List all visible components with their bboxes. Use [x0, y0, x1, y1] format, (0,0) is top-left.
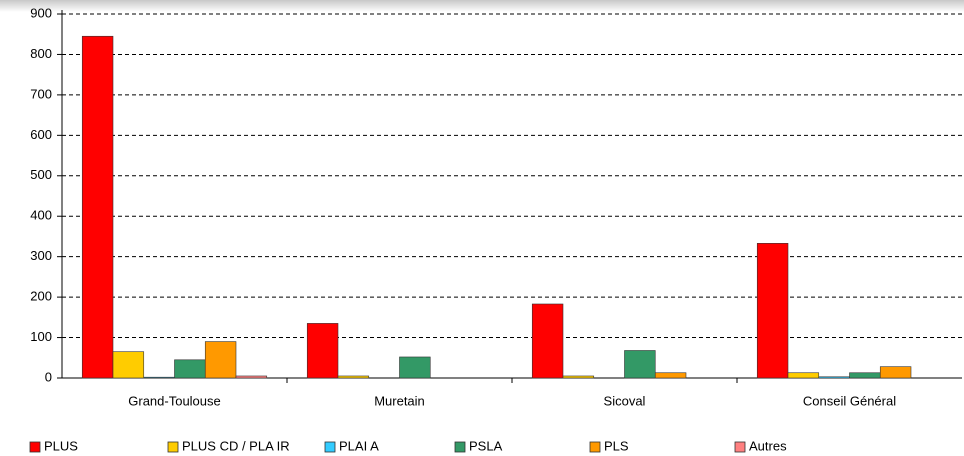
legend-swatch: [589, 441, 601, 453]
x-tick-label: Conseil Général: [803, 393, 896, 408]
bar: [849, 372, 881, 379]
bar: [818, 376, 850, 379]
legend-label: PLUS CD / PLA IR: [182, 438, 290, 453]
legend-swatch: [734, 441, 746, 453]
y-tick-label: 0: [45, 369, 52, 384]
bar: [143, 376, 175, 379]
y-tick-label: 300: [30, 248, 52, 263]
legend-swatch: [167, 441, 179, 453]
bar: [81, 35, 114, 379]
y-tick-label: 600: [30, 127, 52, 142]
x-tick-label: Muretain: [374, 393, 425, 408]
y-tick-label: 800: [30, 46, 52, 61]
y-tick-label: 200: [30, 289, 52, 304]
bar: [235, 375, 268, 379]
bar: [204, 341, 237, 379]
y-tick-label: 400: [30, 208, 52, 223]
bar: [531, 303, 564, 379]
legend-label: PLS: [604, 438, 629, 453]
y-tick-label: 100: [30, 329, 52, 344]
y-tick-label: 900: [30, 5, 52, 20]
legend-label: PLAI A: [339, 438, 379, 453]
bar: [562, 375, 595, 379]
bar: [337, 375, 370, 379]
top-shade: [0, 0, 964, 12]
legend-swatch: [324, 441, 336, 453]
x-tick-label: Sicoval: [604, 393, 646, 408]
bar: [756, 243, 789, 379]
bar: [174, 359, 206, 379]
bar: [112, 351, 145, 379]
legend-swatch: [29, 441, 41, 453]
legend-label: PSLA: [469, 438, 503, 453]
legend-label: PLUS: [44, 438, 78, 453]
legend-label: Autres: [749, 438, 787, 453]
bar: [654, 372, 687, 379]
bar: [879, 366, 912, 379]
legend-swatch: [454, 441, 466, 453]
y-tick-label: 500: [30, 167, 52, 182]
x-tick-label: Grand-Toulouse: [128, 393, 221, 408]
y-tick-label: 700: [30, 86, 52, 101]
bar: [624, 350, 656, 379]
bar: [787, 372, 820, 379]
bar: [399, 356, 431, 379]
bar: [306, 323, 339, 379]
